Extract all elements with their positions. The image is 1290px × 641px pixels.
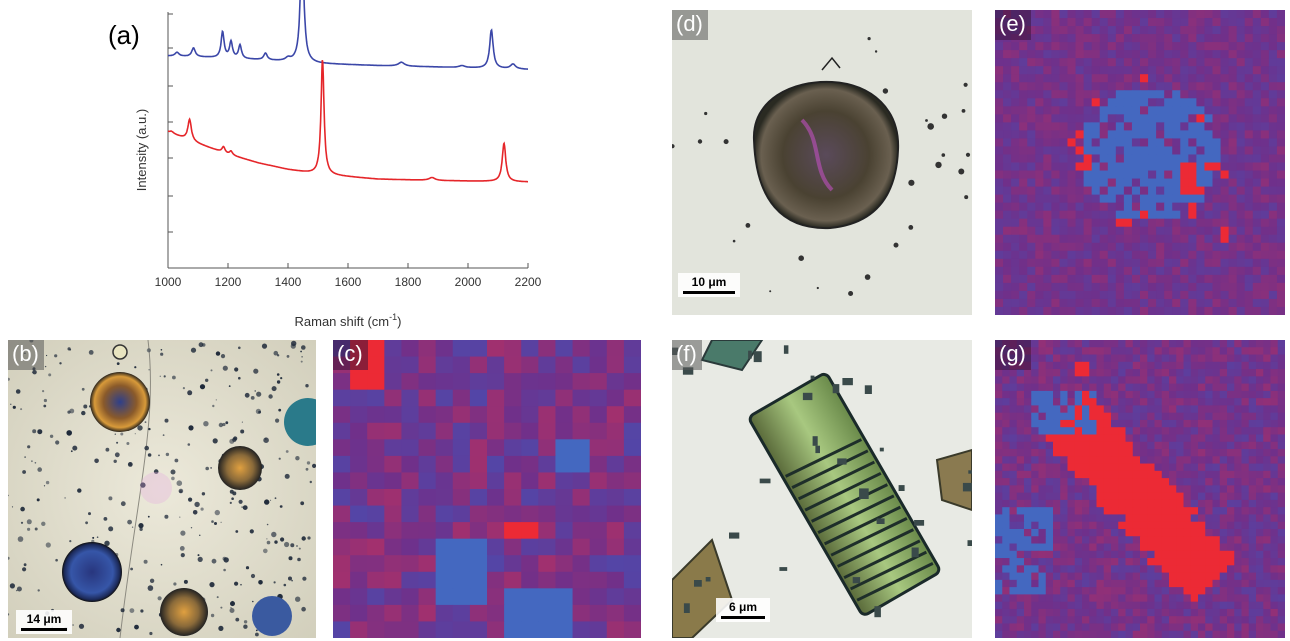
- panel-c-raman-map: (c): [333, 340, 641, 638]
- scale-bar-b-line: [21, 628, 67, 631]
- raman-map-e: [995, 10, 1285, 315]
- panel-f-micrograph: (f) 6 μm: [672, 340, 972, 638]
- panel-label-c: (c): [333, 340, 368, 370]
- panel-label-d: (d): [672, 10, 708, 40]
- scale-bar-f-label: 6 μm: [728, 600, 758, 614]
- panel-b-micrograph: (b) 14 μm: [8, 340, 316, 638]
- x-tick-label: 1600: [335, 275, 362, 289]
- panel-label-g: (g): [995, 340, 1031, 370]
- micrograph-d-image: [672, 10, 972, 315]
- x-tick-label: 1200: [215, 275, 242, 289]
- x-axis-label-text: Raman shift (cm: [295, 314, 390, 329]
- x-tick-label: 2000: [455, 275, 482, 289]
- panel-a-chart: (a) 1000 1200 1400 1600 1800 2000 2200 Intensi…: [100, 0, 560, 335]
- panel-d-micrograph: (d) 10 μm: [672, 10, 972, 315]
- scale-bar-f: 6 μm: [716, 598, 770, 622]
- x-tick-label: 1000: [155, 275, 182, 289]
- raman-map-g: [995, 340, 1285, 638]
- x-axis-label-end: ): [397, 314, 401, 329]
- scale-bar-b: 14 μm: [16, 610, 72, 634]
- x-tick-label: 2200: [515, 275, 542, 289]
- series-line-red: [168, 60, 528, 183]
- x-axis-label: Raman shift (cm-1): [295, 312, 402, 329]
- scale-bar-f-line: [721, 616, 765, 619]
- panel-e-raman-map: (e): [995, 10, 1285, 315]
- scale-bar-d-label: 10 μm: [691, 275, 727, 289]
- panel-g-raman-map: (g): [995, 340, 1285, 638]
- panel-label-b: (b): [8, 340, 44, 370]
- scale-bar-d-line: [683, 291, 735, 294]
- panel-label-a: (a): [108, 20, 140, 50]
- x-tick-label: 1400: [275, 275, 302, 289]
- x-tick-label: 1800: [395, 275, 422, 289]
- raman-map-c: [333, 340, 641, 638]
- raman-spectra-chart: (a) 1000 1200 1400 1600 1800 2000 2200 Intensi…: [108, 0, 542, 329]
- panel-label-f: (f): [672, 340, 702, 370]
- micrograph-f-image: [672, 340, 972, 638]
- micrograph-b-image: [8, 340, 316, 638]
- x-axis-label-sup: -1: [389, 312, 397, 322]
- scale-bar-b-label: 14 μm: [26, 612, 62, 626]
- series-line-blue: [168, 0, 528, 70]
- panel-label-e: (e): [995, 10, 1031, 40]
- y-axis-label: Intensity (a.u.): [134, 109, 149, 191]
- scale-bar-d: 10 μm: [678, 273, 740, 297]
